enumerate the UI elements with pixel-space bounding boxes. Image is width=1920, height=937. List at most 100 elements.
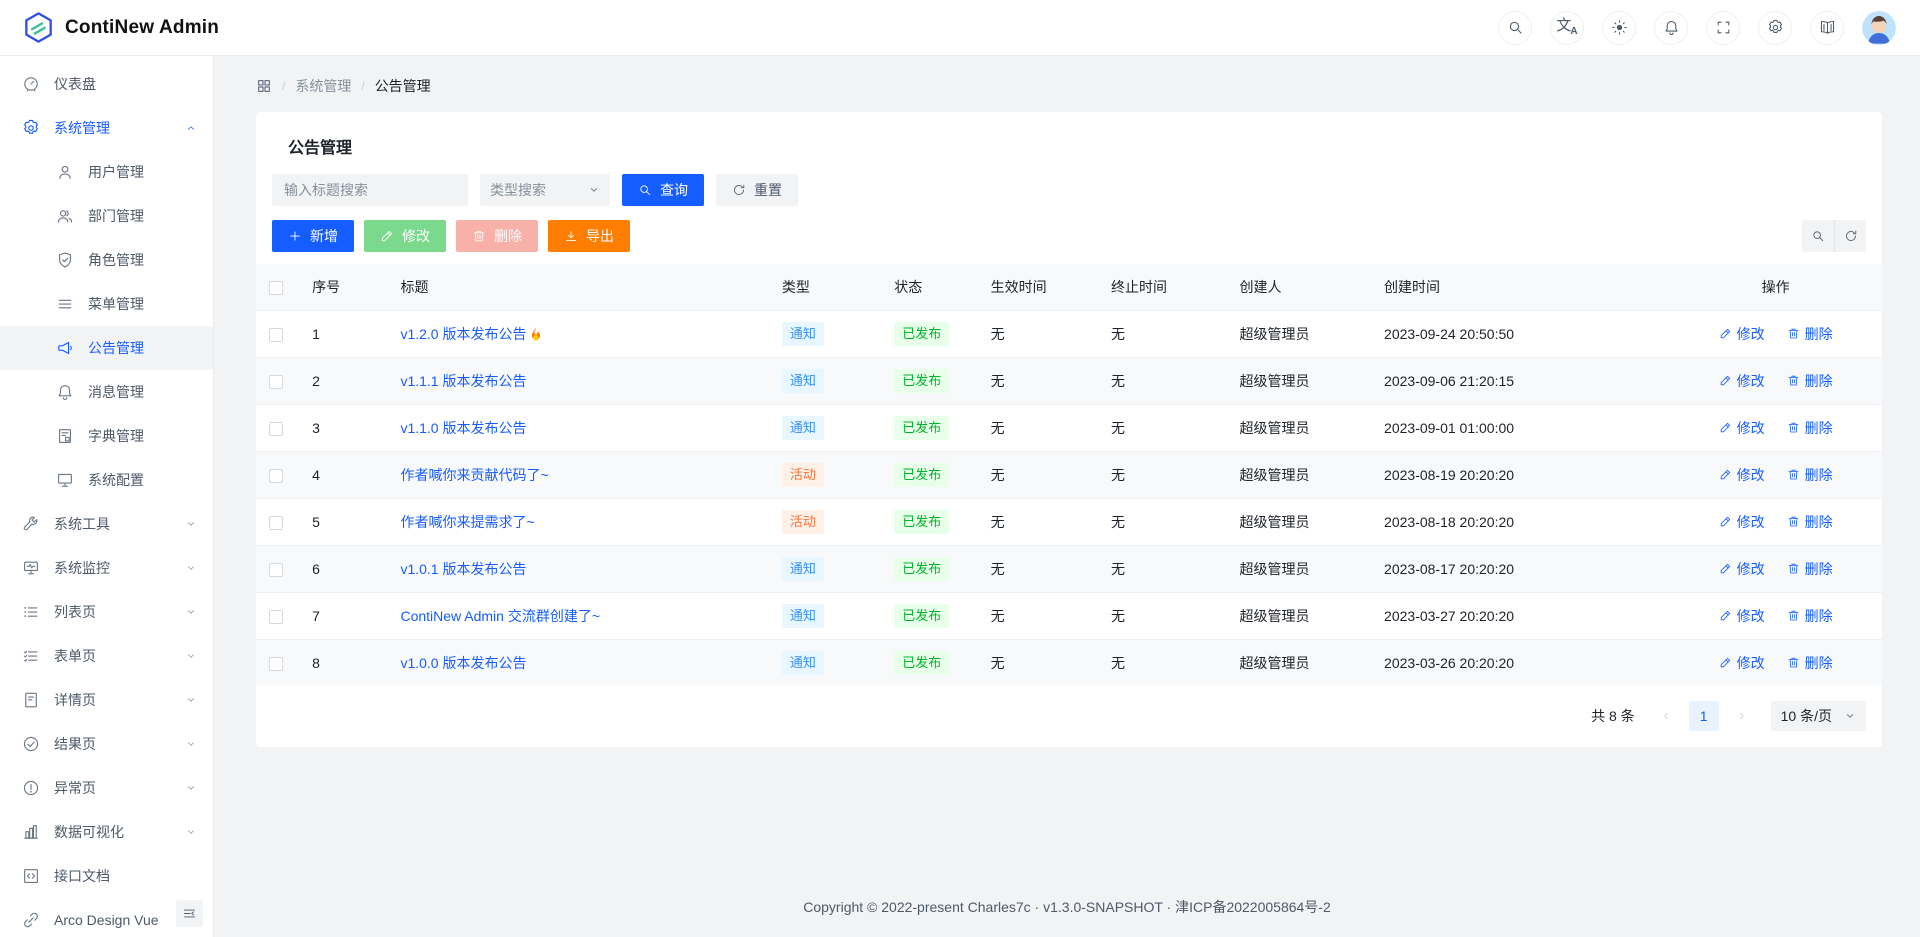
prev-page-button[interactable]: [1651, 701, 1681, 731]
sidebar-item-announcement-mgmt[interactable]: 公告管理: [0, 326, 213, 370]
sidebar-item-list-pages[interactable]: 列表页: [0, 590, 213, 634]
row-checkbox[interactable]: [269, 656, 284, 671]
title-search-input[interactable]: [272, 174, 468, 206]
sidebar-item-dict-mgmt[interactable]: 字典管理: [0, 414, 213, 458]
row-checkbox[interactable]: [269, 421, 284, 436]
column-header-num: 序号: [296, 264, 385, 310]
avatar-button[interactable]: [1862, 10, 1896, 45]
type-tag: 通知: [781, 368, 824, 393]
table-toolbar: 新增 修改 删除 导出: [256, 206, 1882, 264]
cell-num: 5: [296, 497, 385, 545]
sidebar-item-message-mgmt[interactable]: 消息管理: [0, 370, 213, 414]
reset-button[interactable]: 重置: [716, 174, 798, 206]
announcement-title-link[interactable]: 作者喊你来贡献代码了~: [400, 466, 549, 483]
edit-row-button[interactable]: 修改: [1719, 653, 1765, 673]
breadcrumb-item-system[interactable]: 系统管理: [295, 78, 352, 94]
settings-button[interactable]: [1758, 10, 1792, 45]
announcement-title-link[interactable]: v1.0.0 版本发布公告: [400, 654, 527, 671]
announcement-title-link[interactable]: v1.1.0 版本发布公告: [400, 419, 527, 436]
sidebar-item-system-config[interactable]: 系统配置: [0, 458, 213, 502]
page-button-current[interactable]: 1: [1688, 701, 1719, 731]
delete-row-button[interactable]: 删除: [1787, 653, 1833, 673]
sidebar-item-arco-design-vue[interactable]: Arco Design Vue: [0, 898, 213, 937]
sidebar-item-menu-mgmt[interactable]: 菜单管理: [0, 282, 213, 326]
delete-row-button[interactable]: 删除: [1787, 371, 1833, 391]
sidebar-item-exception-pages[interactable]: 异常页: [0, 766, 213, 810]
delete-row-button[interactable]: 删除: [1787, 418, 1833, 438]
export-button[interactable]: 导出: [548, 220, 630, 252]
delete-row-button[interactable]: 删除: [1787, 606, 1833, 626]
next-page-button[interactable]: [1727, 701, 1757, 731]
announcement-title-link[interactable]: v1.2.0 版本发布公告: [400, 325, 527, 342]
select-all-checkbox[interactable]: [269, 280, 284, 295]
row-checkbox[interactable]: [269, 468, 284, 483]
cell-num: 6: [296, 544, 385, 592]
language-button[interactable]: 文A: [1550, 10, 1584, 45]
fullscreen-button[interactable]: [1706, 10, 1740, 45]
type-tag: 活动: [781, 462, 824, 487]
global-search-button[interactable]: [1498, 10, 1532, 45]
row-checkbox[interactable]: [269, 327, 284, 342]
query-button[interactable]: 查询: [622, 174, 704, 206]
sidebar-item-system-tools[interactable]: 系统工具: [0, 502, 213, 546]
sidebar-item-system-monitor[interactable]: 系统监控: [0, 546, 213, 590]
table-search-button[interactable]: [1802, 220, 1834, 252]
edit-row-button[interactable]: 修改: [1719, 465, 1765, 485]
sidebar-item-data-visualization[interactable]: 数据可视化: [0, 810, 213, 854]
cell-start-time: 无: [974, 544, 1096, 592]
sidebar-item-label: 仪表盘: [54, 76, 96, 92]
delete-row-button[interactable]: 删除: [1787, 465, 1833, 485]
app-header: ContiNew Admin 文A: [0, 0, 1920, 56]
announcement-title-link[interactable]: v1.0.1 版本发布公告: [400, 560, 527, 577]
trash-icon: [1787, 609, 1800, 622]
sidebar-item-label: 角色管理: [88, 252, 144, 268]
add-button[interactable]: 新增: [272, 220, 354, 252]
row-checkbox[interactable]: [269, 374, 284, 389]
announcement-title-link[interactable]: 作者喊你来提需求了~: [400, 513, 535, 530]
delete-row-button[interactable]: 删除: [1787, 324, 1833, 344]
edit-button[interactable]: 修改: [364, 220, 446, 252]
row-checkbox[interactable]: [269, 515, 284, 530]
collapse-sidebar-button[interactable]: [176, 900, 203, 927]
delete-button[interactable]: 删除: [456, 220, 538, 252]
announcement-title-link[interactable]: ContiNew Admin 交流群创建了~: [400, 607, 601, 624]
apps-icon[interactable]: [256, 78, 272, 94]
announcement-title-link[interactable]: v1.1.1 版本发布公告: [400, 372, 527, 389]
sidebar-item-api-doc[interactable]: 接口文档: [0, 854, 213, 898]
monitor-icon: [56, 471, 74, 489]
sidebar-item-dashboard[interactable]: 仪表盘: [0, 62, 213, 106]
sidebar-item-dept-mgmt[interactable]: 部门管理: [0, 194, 213, 238]
sidebar-item-system[interactable]: 系统管理: [0, 106, 213, 150]
refresh-icon: [1844, 229, 1858, 243]
edit-row-button[interactable]: 修改: [1719, 371, 1765, 391]
sidebar-item-form-pages[interactable]: 表单页: [0, 634, 213, 678]
sidebar-item-user-mgmt[interactable]: 用户管理: [0, 150, 213, 194]
table-refresh-button[interactable]: [1834, 220, 1866, 252]
notification-button[interactable]: [1654, 10, 1688, 45]
edit-row-button[interactable]: 修改: [1719, 324, 1765, 344]
edit-row-button[interactable]: 修改: [1719, 606, 1765, 626]
chevron-down-icon: [185, 826, 197, 838]
manual-button[interactable]: [1810, 10, 1844, 45]
menu-fold-icon: [182, 906, 197, 921]
table-row: 8 v1.0.0 版本发布公告 通知 已发布无无超级管理员 2023-03-26 20:…: [256, 638, 1882, 686]
edit-row-button[interactable]: 修改: [1719, 418, 1765, 438]
sidebar-item-role-mgmt[interactable]: 角色管理: [0, 238, 213, 282]
cell-creator: 超级管理员: [1223, 544, 1369, 592]
type-select[interactable]: 类型搜索: [480, 174, 610, 206]
theme-button[interactable]: [1602, 10, 1636, 45]
edit-row-button[interactable]: 修改: [1719, 559, 1765, 579]
settings-icon: [22, 119, 40, 137]
table-header-row: 序号 标题 类型 状态 生效时间 终止时间 创建人 创建时间 操作: [256, 264, 1882, 310]
delete-row-button[interactable]: 删除: [1787, 559, 1833, 579]
sidebar-item-result-pages[interactable]: 结果页: [0, 722, 213, 766]
sidebar-item-label: 接口文档: [54, 868, 110, 884]
row-checkbox[interactable]: [269, 609, 284, 624]
delete-row-button[interactable]: 删除: [1787, 512, 1833, 532]
sidebar-item-detail-pages[interactable]: 详情页: [0, 678, 213, 722]
copyright-text: Copyright © 2022-present Charles7c · v1.…: [803, 899, 1331, 915]
edit-row-button[interactable]: 修改: [1719, 512, 1765, 532]
page-size-select[interactable]: 10 条/页: [1770, 701, 1866, 731]
row-checkbox[interactable]: [269, 562, 284, 577]
search-icon: [1507, 19, 1524, 36]
